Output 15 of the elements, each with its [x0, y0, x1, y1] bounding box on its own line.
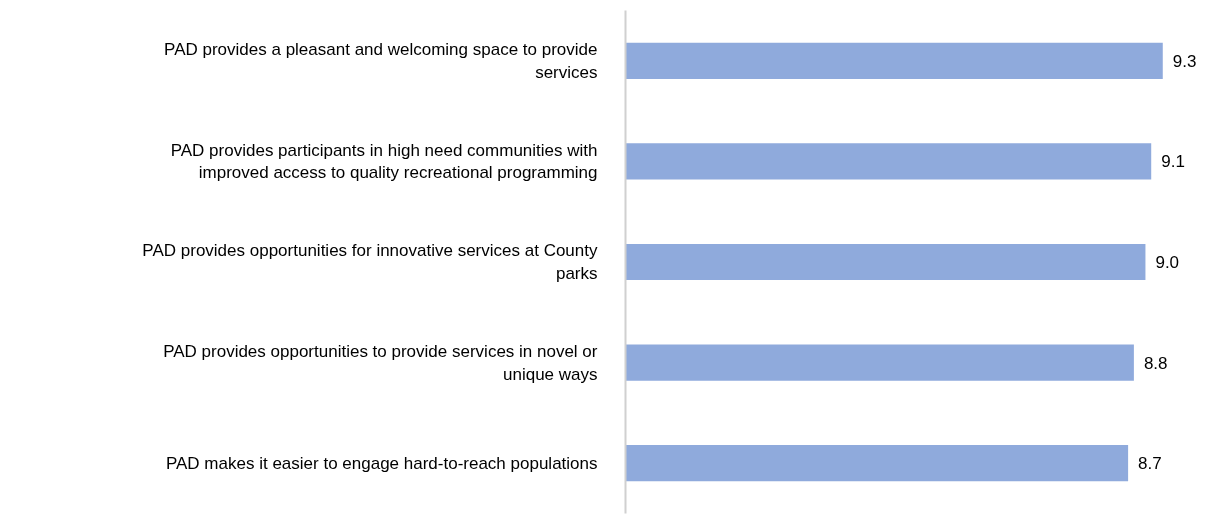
data-label: 9.0 [1155, 253, 1180, 272]
bar [625, 445, 1129, 482]
bar [625, 344, 1134, 381]
data-label: 8.8 [1143, 353, 1168, 373]
y-tick-label: PAD makes it easier to engage hard-to-reach populations [165, 453, 598, 473]
data-label: 9.1 [1161, 152, 1185, 172]
y-tick-label: PAD provides a pleasant and welcoming space to provide services [164, 39, 598, 82]
y-tick-label: PAD provides opportunities for innovative services at County parks [142, 241, 598, 283]
data-label: 8.7 [1138, 454, 1162, 474]
bar [625, 42, 1163, 79]
data-label: 9.3 [1172, 51, 1197, 71]
bar [625, 143, 1152, 180]
y-tick-label: PAD provides participants in high need communities with improved access to quality recreational programming [170, 140, 598, 183]
y-tick-label: PAD provides opportunities to provide services in novel or unique ways [163, 341, 598, 384]
bar [625, 243, 1146, 281]
